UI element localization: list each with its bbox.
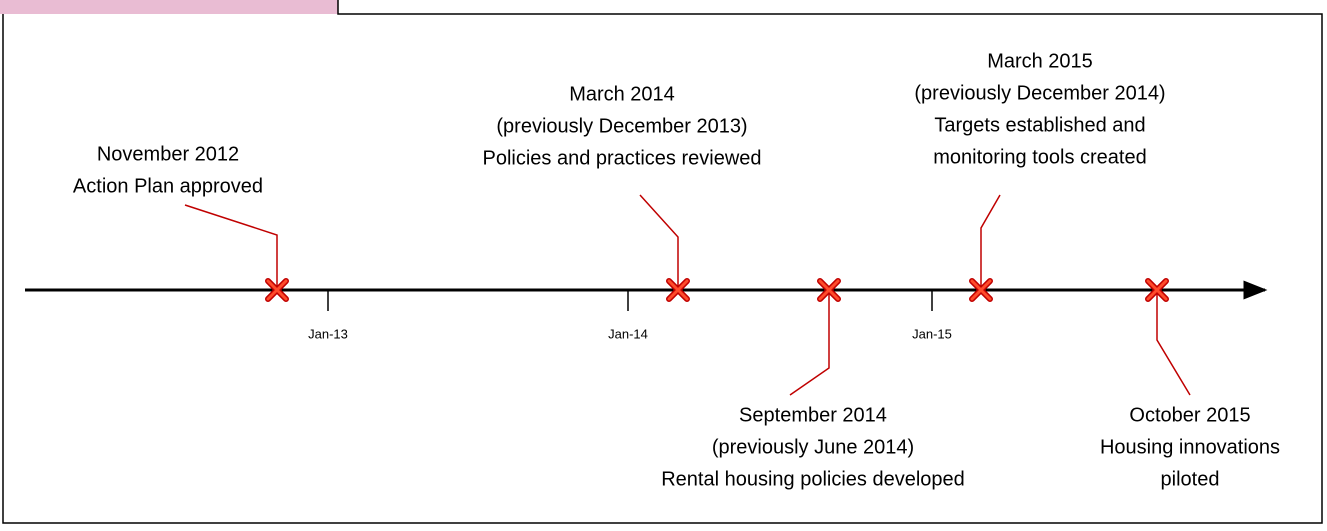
event-label: October 2015 — [1129, 404, 1250, 426]
event-label: March 2015 — [987, 50, 1093, 72]
event-marker-inner — [266, 279, 288, 301]
event-label: piloted — [1161, 468, 1220, 490]
tick-label: Jan-15 — [912, 326, 952, 341]
event-label: (previously December 2013) — [496, 115, 747, 137]
event-marker-inner — [818, 279, 840, 301]
event-label: Action Plan approved — [73, 175, 263, 197]
event-label: Targets established and — [934, 114, 1145, 136]
event-label: Policies and practices reviewed — [482, 147, 761, 169]
event-marker-inner — [970, 279, 992, 301]
connector — [1156, 290, 1191, 396]
event-label: Housing innovations — [1100, 436, 1280, 458]
tick-label: Jan-13 — [308, 326, 348, 341]
event-label: (previously June 2014) — [712, 436, 914, 458]
event-label: September 2014 — [739, 404, 887, 426]
event-label: March 2014 — [569, 83, 675, 105]
event-label: Rental housing policies developed — [661, 468, 965, 490]
event-marker-inner — [667, 279, 689, 301]
tab — [0, 0, 338, 14]
event-marker-inner — [1146, 279, 1168, 301]
event-label: monitoring tools created — [933, 146, 1146, 168]
connector — [184, 204, 278, 290]
tick-label: Jan-14 — [608, 326, 648, 341]
connector — [980, 194, 1001, 290]
connector — [639, 194, 679, 290]
event-label: November 2012 — [97, 143, 239, 165]
event-label: (previously December 2014) — [914, 82, 1165, 104]
connector — [789, 290, 830, 396]
